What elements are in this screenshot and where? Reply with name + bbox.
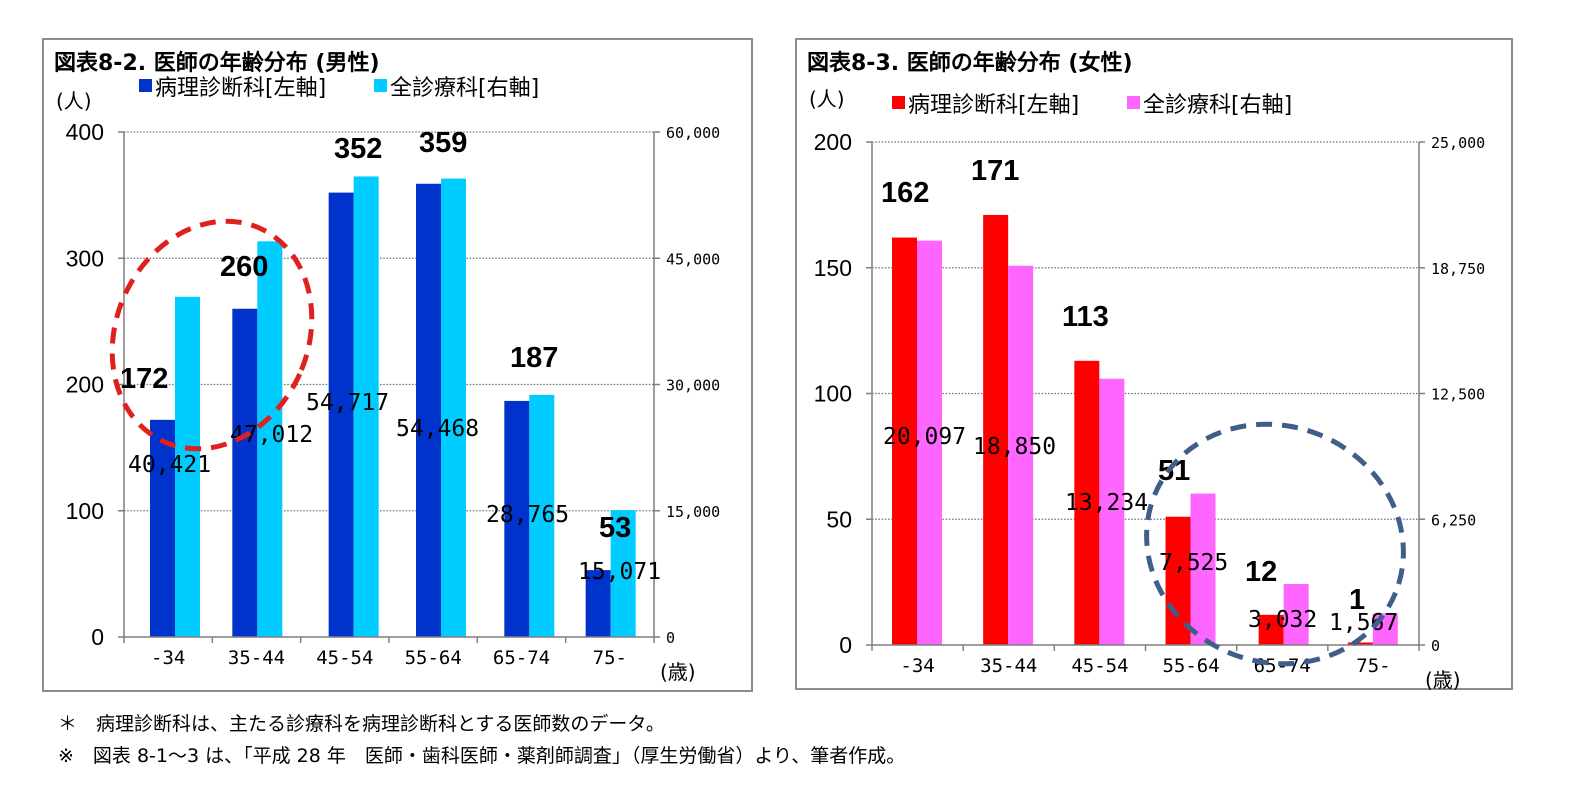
left-axis-tick-label: 400 bbox=[66, 119, 104, 145]
bar-all-departments bbox=[1372, 613, 1398, 645]
data-label-all-departments: 15,071 bbox=[578, 559, 661, 585]
right-axis-tick-label: 0 bbox=[1431, 637, 1440, 655]
data-label-all-departments: 3,032 bbox=[1248, 607, 1317, 633]
left-axis-unit: (人) bbox=[56, 89, 92, 113]
left-axis-tick-label: 100 bbox=[66, 498, 104, 524]
data-label-pathology: 260 bbox=[220, 251, 268, 283]
data-label-pathology: 53 bbox=[599, 512, 631, 544]
data-label-all-departments: 13,234 bbox=[1065, 490, 1148, 516]
right-axis-tick-label: 30,000 bbox=[666, 377, 720, 395]
bar-all-departments bbox=[441, 178, 466, 637]
bar-all-departments bbox=[1190, 493, 1216, 645]
x-axis-tick-label: 65-74 bbox=[493, 647, 550, 669]
x-axis-tick-label: 35-44 bbox=[980, 655, 1037, 677]
bar-pathology bbox=[328, 192, 354, 637]
data-label-all-departments: 28,765 bbox=[486, 502, 569, 528]
left-axis-tick-label: 100 bbox=[814, 381, 852, 407]
bar-pathology bbox=[1347, 642, 1373, 645]
bar-pathology bbox=[232, 308, 258, 637]
data-label-all-departments: 1,567 bbox=[1329, 610, 1398, 636]
bar-pathology bbox=[416, 183, 441, 637]
data-label-pathology: 1 bbox=[1349, 584, 1365, 616]
data-label-all-departments: 54,468 bbox=[396, 416, 479, 442]
right-axis-tick-label: 45,000 bbox=[666, 250, 720, 268]
left-axis-tick-label: 50 bbox=[826, 506, 852, 532]
bar-all-departments bbox=[1283, 583, 1309, 645]
bar-pathology bbox=[585, 570, 611, 637]
right-axis-tick-label: 12,500 bbox=[1431, 386, 1485, 404]
legend-swatch-2 bbox=[1127, 96, 1140, 109]
right-axis-tick-label: 60,000 bbox=[666, 124, 720, 142]
legend-label-2: 全診療科[右軸] bbox=[390, 76, 539, 101]
footnote-1: ＊ 病理診断科は、主たる診療科を病理診断科とする医師数のデータ。 bbox=[58, 713, 665, 735]
data-label-pathology: 172 bbox=[120, 363, 168, 395]
x-axis-tick-label: 55-64 bbox=[405, 647, 462, 669]
bar-all-departments bbox=[529, 394, 555, 637]
footnotes: ＊ 病理診断科は、主たる診療科を病理診断科とする医師数のデータ。 ※ 図表 8-… bbox=[58, 708, 905, 772]
data-label-all-departments: 18,850 bbox=[973, 434, 1056, 460]
chart-title: 図表8-2. 医師の年齢分布 (男性) bbox=[54, 50, 380, 76]
data-label-all-departments: 20,097 bbox=[883, 424, 966, 450]
bar-all-departments bbox=[610, 510, 636, 637]
legend-swatch-1 bbox=[892, 96, 905, 109]
data-label-pathology: 171 bbox=[971, 155, 1019, 187]
x-axis-tick-label: 75- bbox=[1356, 655, 1390, 677]
left-axis-tick-label: 0 bbox=[91, 624, 104, 650]
x-axis-tick-label: 35-44 bbox=[228, 647, 285, 669]
footnote-2: ※ 図表 8-1～3 は、「平成 28 年 医師・歯科医師・薬剤師調査」（厚生労… bbox=[58, 745, 906, 767]
data-label-all-departments: 7,525 bbox=[1159, 550, 1228, 576]
legend-label-1: 病理診断科[左軸] bbox=[155, 76, 326, 101]
right-axis-tick-label: 0 bbox=[666, 629, 675, 647]
highlight-ellipse bbox=[109, 218, 315, 452]
legend-swatch-2 bbox=[374, 79, 387, 92]
x-axis-tick-label: 45-54 bbox=[316, 647, 373, 669]
bar-pathology bbox=[983, 214, 1009, 645]
right-axis-tick-label: 6,250 bbox=[1431, 511, 1476, 529]
right-axis-tick-label: 18,750 bbox=[1431, 260, 1485, 278]
chart-male-age-distribution: 図表8-2. 医師の年齢分布 (男性) (人) 病理診断科[左軸] 全診療科[右軸] 0… bbox=[42, 38, 753, 692]
bar-pathology bbox=[150, 419, 175, 637]
data-label-all-departments: 54,717 bbox=[306, 390, 389, 416]
bar-pathology bbox=[1258, 614, 1284, 645]
x-axis-unit: (歳) bbox=[1425, 668, 1461, 692]
bar-all-departments bbox=[917, 240, 942, 645]
x-axis-tick-label: 45-54 bbox=[1071, 655, 1128, 677]
chart-female-svg: 図表8-3. 医師の年齢分布 (女性) (人) 病理診断科[左軸] 全診療科[右軸] 0… bbox=[807, 50, 1485, 692]
bar-all-departments bbox=[1008, 265, 1034, 645]
chart-male-svg: 図表8-2. 医師の年齢分布 (男性) (人) 病理診断科[左軸] 全診療科[右軸] 0… bbox=[54, 50, 720, 684]
data-label-pathology: 113 bbox=[1062, 301, 1109, 333]
data-label-pathology: 359 bbox=[419, 127, 467, 159]
bar-all-departments bbox=[257, 241, 283, 637]
right-axis-tick-label: 25,000 bbox=[1431, 134, 1485, 152]
bar-all-departments bbox=[175, 296, 200, 637]
legend-swatch-1 bbox=[139, 79, 152, 92]
data-label-pathology: 352 bbox=[334, 133, 382, 165]
legend-label-2: 全診療科[右軸] bbox=[1143, 93, 1292, 118]
x-axis-tick-label: 75- bbox=[593, 647, 627, 669]
x-axis-unit: (歳) bbox=[660, 660, 696, 684]
bar-pathology bbox=[504, 400, 530, 637]
data-label-pathology: 162 bbox=[881, 177, 929, 209]
bar-all-departments bbox=[1099, 378, 1125, 645]
chart-title: 図表8-3. 医師の年齢分布 (女性) bbox=[807, 50, 1133, 76]
data-label-all-departments: 40,421 bbox=[128, 452, 211, 478]
left-axis-tick-label: 300 bbox=[66, 245, 104, 271]
left-axis-tick-label: 0 bbox=[839, 632, 852, 658]
bar-all-departments bbox=[353, 176, 379, 637]
left-axis-unit: (人) bbox=[809, 87, 845, 111]
bar-pathology bbox=[892, 237, 917, 645]
bar-pathology bbox=[1074, 360, 1100, 645]
left-axis-tick-label: 200 bbox=[814, 129, 852, 155]
x-axis-tick-label: -34 bbox=[151, 647, 185, 669]
x-axis-tick-label: 55-64 bbox=[1162, 655, 1219, 677]
left-axis-tick-label: 150 bbox=[814, 255, 852, 281]
x-axis-tick-label: -34 bbox=[900, 655, 934, 677]
legend-label-1: 病理診断科[左軸] bbox=[908, 93, 1079, 118]
data-label-pathology: 12 bbox=[1245, 556, 1277, 588]
chart-female-age-distribution: 図表8-3. 医師の年齢分布 (女性) (人) 病理診断科[左軸] 全診療科[右軸] 0… bbox=[795, 38, 1513, 692]
left-axis-tick-label: 200 bbox=[66, 372, 104, 398]
right-axis-tick-label: 15,000 bbox=[666, 503, 720, 521]
data-label-pathology: 187 bbox=[510, 342, 558, 374]
